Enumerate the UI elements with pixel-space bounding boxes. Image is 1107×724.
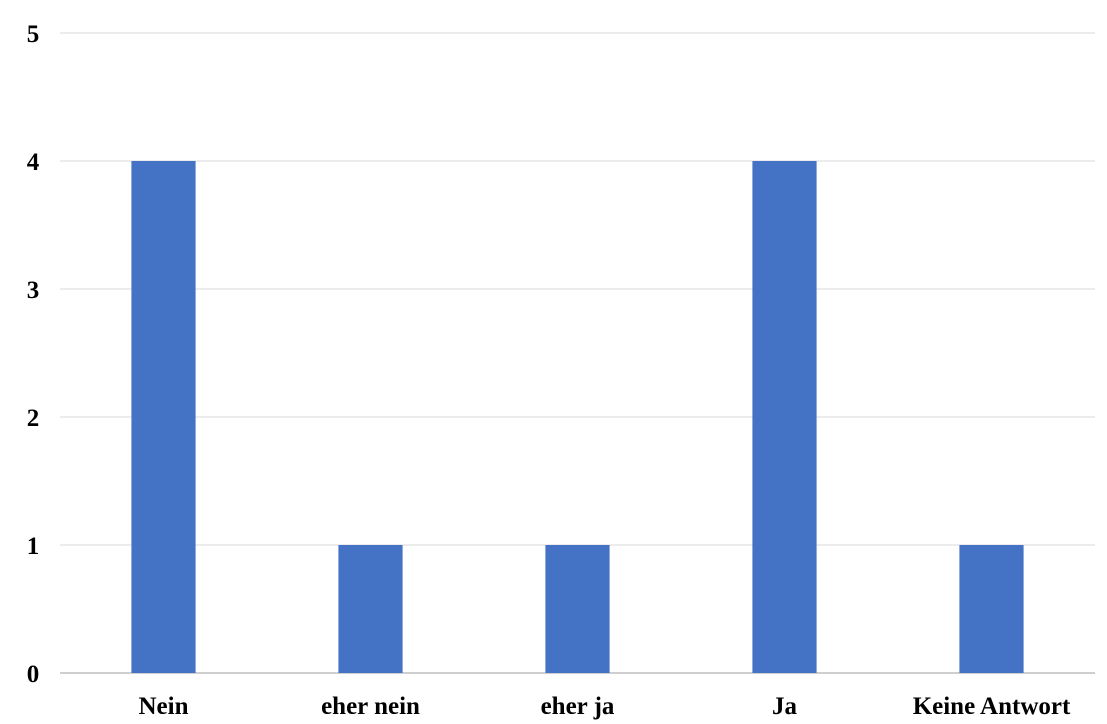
bar-nein xyxy=(131,161,196,673)
x-tick-label-eher-ja: eher ja xyxy=(541,693,615,720)
x-tick-label-eher-nein: eher nein xyxy=(321,693,420,720)
y-tick-label-1: 1 xyxy=(27,533,40,560)
x-category-labels: Nein eher nein eher ja Ja Keine Antwort xyxy=(139,693,1071,720)
x-tick-label-ja: Ja xyxy=(772,693,798,720)
bars xyxy=(131,161,1024,673)
bar-ja xyxy=(752,161,817,673)
y-tick-label-0: 0 xyxy=(27,661,40,688)
bar-keine-antwort xyxy=(959,545,1024,673)
y-tick-label-4: 4 xyxy=(27,149,40,176)
bar-eher-ja xyxy=(545,545,610,673)
gridlines xyxy=(60,32,1095,546)
x-tick-label-nein: Nein xyxy=(139,693,189,720)
y-tick-label-3: 3 xyxy=(27,277,40,304)
y-tick-label-5: 5 xyxy=(27,21,40,48)
bar-eher-nein xyxy=(338,545,403,673)
x-tick-label-keine-antwort: Keine Antwort xyxy=(913,693,1071,720)
y-tick-label-2: 2 xyxy=(27,405,40,432)
y-tick-labels: 0 1 2 3 4 5 xyxy=(27,21,40,688)
